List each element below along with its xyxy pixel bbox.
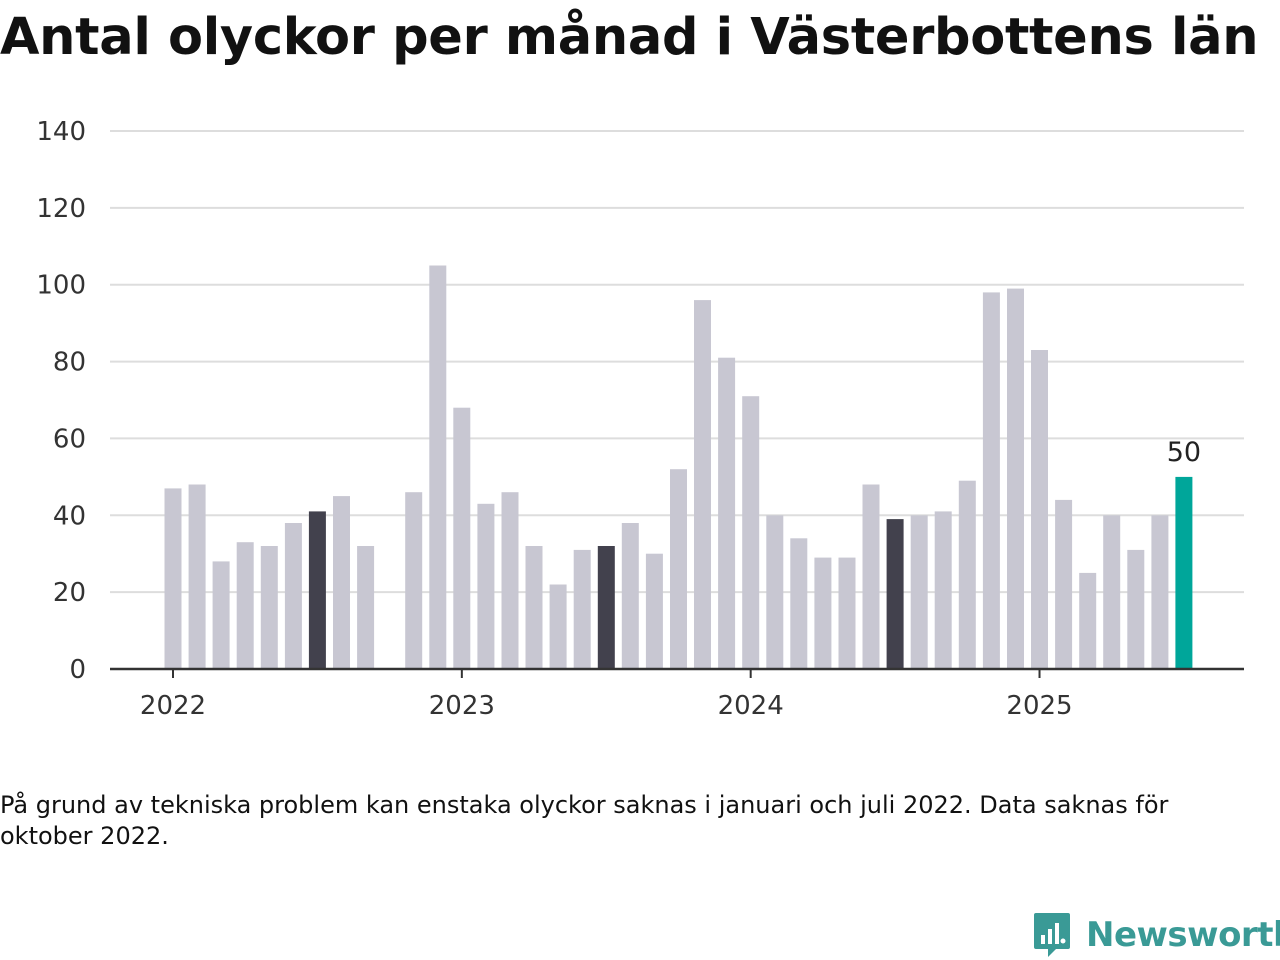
footnote: På grund av tekniska problem kan enstaka… — [0, 791, 1169, 850]
bar-2024-05 — [838, 557, 856, 669]
y-tick-label: 120 — [36, 194, 86, 224]
x-tick-label: 2022 — [140, 691, 206, 721]
bar-2023-09 — [645, 553, 663, 669]
y-tick-label: 100 — [36, 271, 86, 301]
bar-2022-02 — [188, 484, 206, 669]
newsworthy-logo-icon — [1034, 913, 1070, 957]
x-axis-ticks: 2022 2023 2024 2025 — [140, 669, 1073, 721]
bar-2022-12 — [429, 265, 447, 669]
bar-2022-11 — [405, 492, 423, 669]
bar-2025-01 — [1031, 350, 1048, 669]
bar-2024-10 — [958, 480, 976, 669]
data-labels: 50 — [1167, 437, 1201, 468]
bar-2023-03 — [501, 492, 519, 669]
bar-2025-05 — [1127, 549, 1145, 669]
y-tick-label: 140 — [36, 117, 86, 147]
bar-2023-11 — [694, 300, 711, 669]
bar-2024-06 — [862, 484, 880, 669]
x-tick-label: 2024 — [718, 691, 784, 721]
y-tick-label: 40 — [53, 501, 86, 531]
bar-2023-07 — [597, 546, 615, 669]
y-tick-label: 20 — [53, 578, 86, 608]
bar-2024-04 — [814, 557, 832, 669]
bar-2023-06 — [573, 549, 591, 669]
bar-2024-12 — [1007, 288, 1024, 669]
y-tick-label: 60 — [53, 424, 86, 454]
data-label-latest: 50 — [1167, 437, 1201, 468]
bar-2024-09 — [934, 511, 952, 669]
x-tick-label: 2025 — [1006, 691, 1072, 721]
x-tick-label: 2023 — [429, 691, 495, 721]
bar-2022-08 — [333, 496, 350, 669]
bar-2022-06 — [284, 523, 302, 669]
y-axis-ticks: 0 20 40 60 80 100 120 140 — [36, 117, 86, 685]
bar-2023-02 — [477, 503, 495, 669]
bar-2022-04 — [236, 542, 254, 669]
newsworthy-logo[interactable]: Newsworthy — [1032, 910, 1280, 960]
bar-2022-07 — [308, 511, 326, 669]
bar-2025-04 — [1103, 515, 1121, 669]
bar-2023-10 — [670, 469, 687, 669]
bar-2025-07 — [1175, 476, 1193, 669]
bar-2024-01 — [742, 396, 760, 669]
y-tick-label: 0 — [69, 655, 86, 685]
bar-2023-08 — [621, 523, 639, 669]
bar-2023-05 — [549, 584, 567, 669]
bar-2025-02 — [1055, 499, 1073, 669]
bar-2022-05 — [260, 546, 278, 669]
bars — [164, 265, 1193, 669]
logo-text: Newsworthy — [1086, 915, 1280, 955]
bar-2022-01 — [164, 488, 182, 669]
bar-2024-07 — [886, 519, 904, 669]
bar-2025-06 — [1151, 515, 1169, 669]
bar-2024-02 — [766, 515, 784, 669]
bar-2024-11 — [982, 292, 1000, 669]
chart-title: Antal olyckor per månad i Västerbottens … — [0, 8, 1259, 67]
y-tick-label: 80 — [53, 348, 86, 378]
bar-2022-03 — [212, 561, 230, 669]
bar-chart: 0 20 40 60 80 100 120 140 2022 2023 2024 2025 50 — [36, 117, 1244, 721]
bar-2023-01 — [453, 407, 471, 669]
bar-2024-08 — [910, 515, 928, 669]
bar-2023-12 — [718, 357, 736, 669]
bar-2025-03 — [1079, 572, 1097, 669]
bar-2023-04 — [525, 546, 543, 669]
bar-2024-03 — [790, 538, 808, 669]
bar-2022-09 — [357, 546, 375, 669]
